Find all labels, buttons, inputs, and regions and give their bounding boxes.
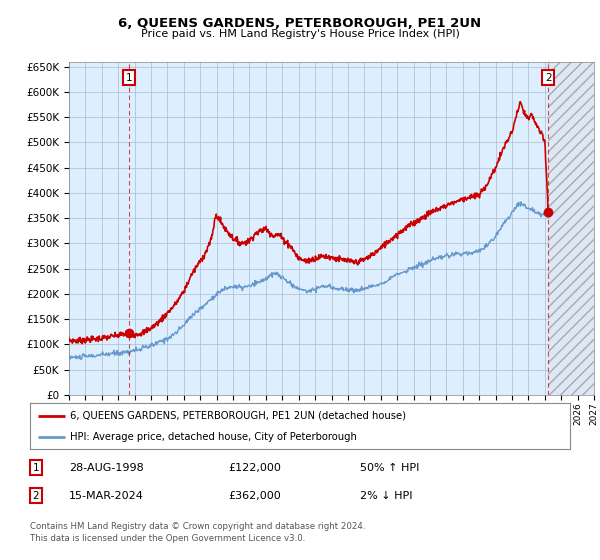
- Text: 50% ↑ HPI: 50% ↑ HPI: [360, 463, 419, 473]
- Text: Price paid vs. HM Land Registry's House Price Index (HPI): Price paid vs. HM Land Registry's House …: [140, 29, 460, 39]
- Text: 2: 2: [32, 491, 40, 501]
- Text: 28-AUG-1998: 28-AUG-1998: [69, 463, 144, 473]
- Text: £362,000: £362,000: [228, 491, 281, 501]
- Text: 2% ↓ HPI: 2% ↓ HPI: [360, 491, 413, 501]
- Text: 2: 2: [545, 73, 551, 83]
- Bar: [548, 62, 594, 395]
- Text: 1: 1: [32, 463, 40, 473]
- Text: 15-MAR-2024: 15-MAR-2024: [69, 491, 144, 501]
- Text: HPI: Average price, detached house, City of Peterborough: HPI: Average price, detached house, City…: [71, 432, 358, 442]
- Text: 6, QUEENS GARDENS, PETERBOROUGH, PE1 2UN (detached house): 6, QUEENS GARDENS, PETERBOROUGH, PE1 2UN…: [71, 410, 407, 421]
- Text: 1: 1: [125, 73, 132, 83]
- Text: £122,000: £122,000: [228, 463, 281, 473]
- Text: 6, QUEENS GARDENS, PETERBOROUGH, PE1 2UN: 6, QUEENS GARDENS, PETERBOROUGH, PE1 2UN: [118, 17, 482, 30]
- Text: Contains HM Land Registry data © Crown copyright and database right 2024.
This d: Contains HM Land Registry data © Crown c…: [30, 522, 365, 543]
